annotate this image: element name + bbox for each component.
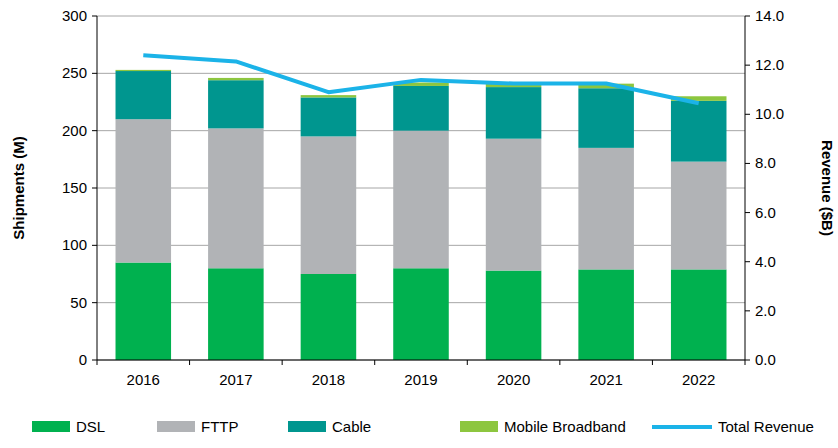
- tick: [374, 360, 375, 365]
- bar: [671, 162, 727, 270]
- tick-label: 2.0: [755, 302, 776, 319]
- bar: [301, 97, 357, 136]
- tick-label: 2020: [497, 371, 530, 388]
- tick-label: 50: [70, 294, 87, 311]
- tick-label: 200: [62, 122, 87, 139]
- tick-label: 2022: [682, 371, 715, 388]
- tick: [745, 360, 750, 361]
- tick-label: 6.0: [755, 204, 776, 221]
- legend-label: FTTP: [201, 418, 239, 435]
- legend-swatch: [460, 421, 498, 432]
- tick-label: 8.0: [755, 154, 776, 171]
- bar: [301, 136, 357, 274]
- tick-label: 10.0: [755, 105, 784, 122]
- bar: [393, 131, 449, 269]
- tick-label: 14.0: [755, 7, 784, 24]
- bar: [301, 274, 357, 360]
- bar: [486, 271, 542, 360]
- tick: [97, 360, 98, 365]
- tick: [745, 16, 750, 17]
- tick-label: 100: [62, 236, 87, 253]
- bar: [301, 95, 357, 97]
- tick-label: 12.0: [755, 56, 784, 73]
- legend-swatch: [288, 421, 326, 432]
- tick: [282, 360, 283, 365]
- tick-label: 2021: [589, 371, 622, 388]
- bar: [116, 119, 172, 262]
- bar: [578, 269, 634, 360]
- tick: [745, 360, 746, 365]
- legend-swatch: [32, 421, 70, 432]
- bar: [116, 71, 172, 119]
- tick-label: 0.0: [755, 351, 776, 368]
- tick-label: 2018: [312, 371, 345, 388]
- bar: [208, 80, 264, 128]
- line: [143, 55, 698, 103]
- tick-label: 2016: [127, 371, 160, 388]
- legend-label: Total Revenue: [718, 418, 814, 435]
- tick-label: 250: [62, 64, 87, 81]
- bar: [208, 268, 264, 360]
- legend-swatch: [652, 425, 712, 429]
- grid-line: [97, 16, 745, 17]
- tick: [745, 261, 750, 262]
- legend-label: Mobile Broadband: [504, 418, 626, 435]
- tick-label: 0: [79, 351, 87, 368]
- tick: [92, 73, 97, 74]
- tick: [745, 310, 750, 311]
- tick: [92, 245, 97, 246]
- bar: [393, 86, 449, 131]
- chart: 0 50 100 150 200 250 300 0.0 2.0 4.0 6.0 8.0 10.0 12.…: [0, 0, 838, 448]
- tick: [92, 302, 97, 303]
- bar: [116, 263, 172, 360]
- bar: [116, 70, 172, 71]
- bar: [486, 87, 542, 139]
- tick: [559, 360, 560, 365]
- grid-line: [97, 73, 745, 74]
- plot-area: [116, 55, 727, 360]
- bar: [393, 268, 449, 360]
- x-axis: [97, 360, 745, 361]
- tick-label: 300: [62, 7, 87, 24]
- axis-title: Revenue ($B): [819, 140, 836, 236]
- bar: [578, 88, 634, 148]
- bar: [208, 128, 264, 268]
- legend-swatch: [157, 421, 195, 432]
- tick-label: 4.0: [755, 253, 776, 270]
- bar: [486, 139, 542, 271]
- axis-title: Shipments (M): [10, 136, 27, 239]
- tick: [92, 188, 97, 189]
- tick: [652, 360, 653, 365]
- bar: [578, 148, 634, 270]
- tick: [745, 163, 750, 164]
- tick-label: 150: [62, 179, 87, 196]
- tick: [92, 360, 97, 361]
- tick: [92, 16, 97, 17]
- y2-axis: [745, 16, 746, 360]
- bar: [671, 269, 727, 360]
- tick: [92, 130, 97, 131]
- tick: [467, 360, 468, 365]
- tick: [745, 65, 750, 66]
- legend: DSL FTTP Cable Mobile Broadband Total Revenu…: [32, 418, 814, 435]
- tick-label: 2019: [404, 371, 437, 388]
- bar: [671, 101, 727, 162]
- tick: [745, 212, 750, 213]
- grid-line: [97, 360, 745, 361]
- legend-label: DSL: [76, 418, 105, 435]
- bar: [208, 78, 264, 80]
- tick: [189, 360, 190, 365]
- legend-label: Cable: [332, 418, 371, 435]
- tick-label: 2017: [219, 371, 252, 388]
- y-axis: [97, 16, 98, 360]
- tick: [745, 114, 750, 115]
